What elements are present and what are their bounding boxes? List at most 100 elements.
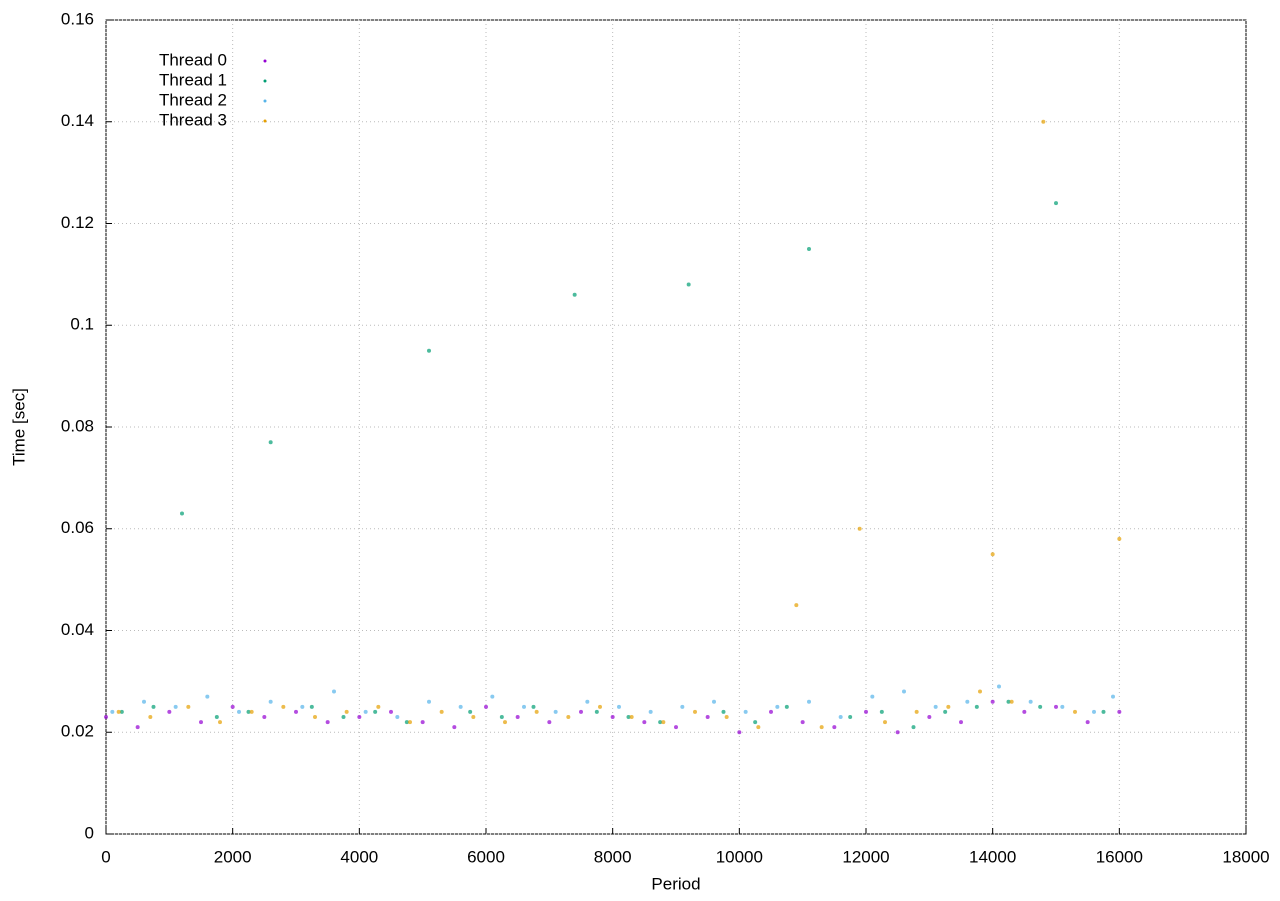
point — [914, 709, 919, 714]
point — [927, 714, 932, 719]
point — [531, 704, 536, 709]
point — [167, 709, 172, 714]
point — [680, 704, 685, 709]
point — [420, 720, 425, 725]
point — [180, 511, 184, 516]
point — [363, 709, 368, 714]
y-tick-label: 0.12 — [61, 213, 94, 232]
point — [1028, 699, 1033, 704]
point — [807, 246, 811, 251]
legend-label: Thread 2 — [159, 90, 227, 109]
point — [357, 714, 362, 719]
point — [341, 714, 346, 719]
point — [990, 552, 995, 557]
point — [534, 709, 539, 714]
point — [218, 720, 222, 725]
point — [458, 704, 463, 709]
legend-key — [263, 59, 267, 63]
point — [1117, 709, 1122, 714]
point — [870, 694, 875, 699]
point — [116, 709, 121, 714]
x-tick-label: 8000 — [594, 847, 632, 866]
point — [756, 725, 761, 730]
point — [784, 704, 789, 709]
point — [1006, 699, 1011, 704]
point — [230, 704, 235, 709]
x-tick-label: 6000 — [467, 847, 505, 866]
point — [1054, 704, 1058, 709]
point — [807, 699, 811, 704]
point — [832, 725, 837, 730]
point — [1041, 119, 1046, 124]
point — [642, 720, 647, 725]
point — [775, 704, 780, 709]
point — [515, 714, 520, 719]
point — [572, 292, 577, 297]
x-tick-label: 14000 — [969, 847, 1016, 866]
point — [148, 714, 153, 719]
point — [214, 714, 219, 719]
point — [1054, 201, 1058, 206]
point — [484, 704, 488, 709]
point — [686, 282, 691, 287]
y-tick-label: 0.14 — [61, 111, 94, 130]
point — [294, 709, 298, 714]
point — [661, 720, 666, 725]
point — [439, 709, 444, 714]
point — [1101, 709, 1106, 714]
point — [769, 709, 773, 714]
point — [281, 704, 286, 709]
point — [705, 714, 710, 719]
point — [249, 709, 254, 714]
point — [205, 694, 210, 699]
point — [598, 704, 602, 709]
point — [173, 704, 178, 709]
point — [933, 704, 938, 709]
point — [712, 699, 716, 704]
point — [566, 714, 571, 719]
point — [490, 694, 495, 699]
x-tick-label: 10000 — [716, 847, 763, 866]
point — [1038, 704, 1043, 709]
y-tick-label: 0.06 — [61, 518, 94, 537]
y-tick-label: 0.08 — [61, 416, 94, 435]
x-tick-label: 4000 — [340, 847, 378, 866]
legend-label: Thread 3 — [159, 110, 227, 129]
point — [237, 709, 241, 714]
point — [404, 720, 409, 725]
point — [553, 709, 558, 714]
x-tick-label: 2000 — [214, 847, 252, 866]
point — [848, 714, 853, 719]
point — [468, 709, 473, 714]
point — [610, 714, 615, 719]
point — [151, 704, 156, 709]
point — [300, 704, 305, 709]
point — [1009, 699, 1014, 704]
point — [737, 730, 742, 735]
point — [693, 709, 697, 714]
point — [594, 709, 599, 714]
point — [471, 714, 476, 719]
point — [408, 720, 412, 725]
point — [199, 720, 203, 725]
y-tick-label: 0.1 — [70, 315, 94, 334]
point — [857, 526, 862, 531]
point — [990, 699, 995, 704]
y-tick-label: 0.02 — [61, 722, 94, 741]
point — [1022, 709, 1027, 714]
point — [1092, 709, 1096, 714]
point — [142, 699, 146, 704]
x-tick-label: 0 — [101, 847, 110, 866]
point — [911, 725, 916, 730]
point — [943, 709, 948, 714]
legend-key — [263, 119, 267, 123]
point — [626, 714, 631, 719]
point — [499, 714, 504, 719]
point — [503, 720, 507, 725]
legend-key — [263, 99, 267, 103]
point — [104, 714, 108, 719]
point — [344, 709, 349, 714]
point — [119, 709, 124, 714]
point — [135, 725, 140, 730]
x-axis-label: Period — [651, 874, 700, 893]
